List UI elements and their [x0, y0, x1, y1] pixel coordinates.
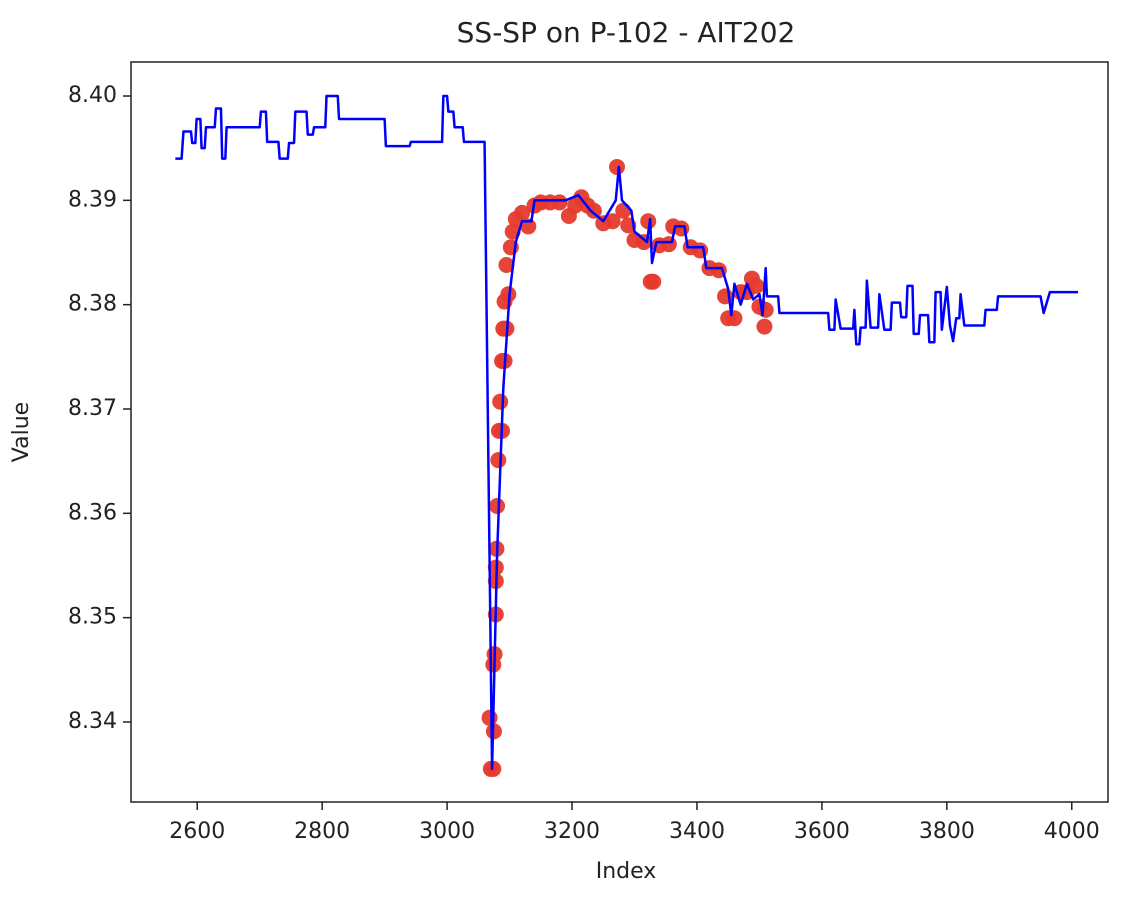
y-tick-label: 8.38: [68, 292, 117, 317]
y-tick-label: 8.39: [68, 187, 117, 212]
anomaly-point: [726, 310, 743, 327]
plot-area: [175, 94, 1079, 777]
anomaly-point: [489, 498, 506, 515]
y-tick-label: 8.34: [68, 709, 117, 734]
anomaly-point: [615, 202, 632, 219]
x-tick-label: 2600: [169, 819, 225, 844]
anomaly-point: [498, 257, 515, 274]
x-tick-label: 2800: [294, 819, 350, 844]
anomaly-point: [756, 318, 773, 335]
series-line: [175, 94, 1079, 771]
anomaly-point: [748, 277, 765, 294]
anomaly-point: [645, 273, 662, 290]
anomaly-point: [660, 236, 677, 253]
y-axis-label: Value: [9, 402, 34, 462]
x-tick-label: 3600: [794, 819, 850, 844]
anomaly-point: [481, 709, 498, 726]
y-tick-label: 8.35: [68, 605, 117, 630]
anomaly-point: [492, 393, 509, 410]
x-tick-label: 3200: [544, 819, 600, 844]
anomaly-point: [514, 204, 531, 221]
anomaly-point: [500, 286, 517, 303]
x-tick-label: 3800: [919, 819, 975, 844]
x-tick-label: 3000: [419, 819, 475, 844]
anomaly-point: [551, 194, 568, 211]
anomaly-point: [640, 213, 657, 230]
x-axis-label: Index: [596, 859, 657, 884]
plot-frame: [130, 61, 1109, 803]
x-tick-label: 4000: [1044, 819, 1100, 844]
y-tick-label: 8.40: [68, 83, 117, 108]
x-tick-label: 3400: [669, 819, 725, 844]
anomaly-point: [604, 213, 621, 230]
anomaly-point: [635, 234, 652, 251]
anomaly-point: [609, 158, 626, 175]
anomaly-point: [490, 452, 507, 469]
y-tick-label: 8.37: [68, 396, 117, 421]
y-tick-label: 8.36: [68, 500, 117, 525]
chart-title: SS-SP on P-102 - AIT202: [457, 16, 796, 49]
anomaly-point: [585, 202, 602, 219]
